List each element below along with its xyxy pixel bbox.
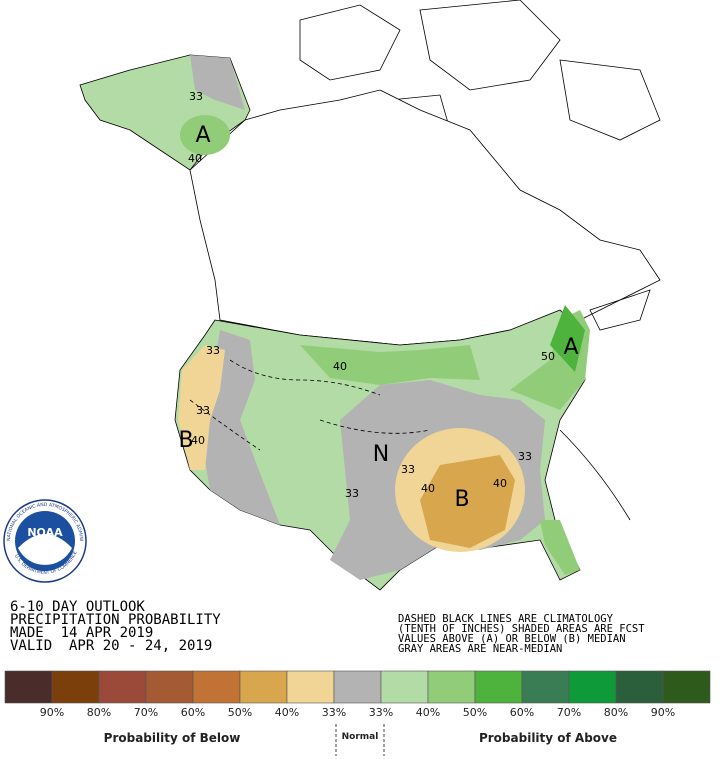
legend-label: 60% <box>181 706 205 719</box>
noaa-logo: NOAA NATIONAL OCEANIC AND ATMOSPHERIC AD… <box>0 0 87 583</box>
legend-label: 80% <box>604 706 628 719</box>
canada <box>189 89 661 346</box>
legend-swatch <box>145 670 194 704</box>
map-label: B <box>178 428 193 453</box>
note-line: DASHED BLACK LINES ARE CLIMATOLOGY <box>398 613 614 625</box>
contour-label: 33 <box>206 344 220 357</box>
contour-label: 40 <box>191 434 205 447</box>
legend-swatch <box>286 670 335 704</box>
near-median-area <box>190 55 245 110</box>
logo-name: NOAA <box>27 526 63 539</box>
map-label: N <box>373 442 389 467</box>
legend-label: 90% <box>651 706 675 719</box>
legend-swatch <box>4 670 53 704</box>
valid-date: VALID APR 20 - 24, 2019 <box>10 638 212 654</box>
legend-label: 33% <box>322 706 346 719</box>
island <box>419 0 561 91</box>
legend-swatch <box>568 670 617 704</box>
island <box>299 4 401 81</box>
climatology-line <box>189 359 431 451</box>
above-area <box>550 305 585 372</box>
legend-label: 80% <box>87 706 111 719</box>
note-line: VALUES ABOVE (A) OR BELOW (B) MEDIAN <box>398 633 626 645</box>
near-median-area <box>205 330 280 525</box>
contour-label: 40 <box>493 477 507 490</box>
legend-swatch <box>239 670 288 704</box>
legend-label: 70% <box>134 706 158 719</box>
outlook-header: 6-10 DAY OUTLOOK PRECIPITATION PROBABILI… <box>10 599 221 654</box>
legend-label: 70% <box>557 706 581 719</box>
legend-label: 60% <box>510 706 534 719</box>
legend-below: Probability of Below <box>104 731 241 745</box>
contour-label: 33 <box>196 404 210 417</box>
notes: DASHED BLACK LINES ARE CLIMATOLOGY(TENTH… <box>398 613 645 655</box>
island <box>559 59 661 141</box>
contour-label: 40 <box>333 360 347 373</box>
legend-label: 33% <box>369 706 393 719</box>
note-line: GRAY AREAS ARE NEAR-MEDIAN <box>398 643 562 655</box>
subtitle: PRECIPITATION PROBABILITY <box>10 612 221 628</box>
legend-swatch <box>521 670 570 704</box>
legend-swatch <box>615 670 664 704</box>
map-label: A <box>563 335 578 360</box>
above-area <box>180 115 230 155</box>
below-area <box>420 455 515 548</box>
legend-swatch <box>51 670 100 704</box>
above-area <box>300 345 480 385</box>
legend-label: 40% <box>275 706 299 719</box>
above-area <box>540 520 580 575</box>
legend: Probability of Below Normal Probability … <box>4 670 711 756</box>
legend-above: Probability of Above <box>479 731 617 745</box>
legend-label: 40% <box>416 706 440 719</box>
map-label: A <box>195 123 210 148</box>
legend-swatch <box>333 670 382 704</box>
map <box>79 0 661 591</box>
map-label: B <box>454 487 469 512</box>
made-date: MADE 14 APR 2019 <box>10 625 153 641</box>
contour-label: 33 <box>518 450 532 463</box>
contour-label: 40 <box>421 482 435 495</box>
legend-swatch <box>427 670 476 704</box>
legend-normal: Normal <box>342 732 379 742</box>
legend-label: 50% <box>228 706 252 719</box>
legend-swatch <box>192 670 241 704</box>
logo-ring-top: NATIONAL OCEANIC AND ATMOSPHERIC ADMINIS… <box>0 0 84 541</box>
legend-swatch <box>662 670 711 704</box>
legend-swatch <box>474 670 523 704</box>
border <box>559 289 651 521</box>
title: 6-10 DAY OUTLOOK <box>10 599 145 615</box>
below-area <box>178 345 225 470</box>
legend-label: 90% <box>40 706 64 719</box>
note-line: (TENTH OF INCHES) SHADED AREAS ARE FCST <box>398 623 645 635</box>
logo-gull <box>18 534 72 565</box>
contour-label: 33 <box>189 90 203 103</box>
legend-swatch <box>98 670 147 704</box>
contour-label: 33 <box>401 463 415 476</box>
legend-swatch <box>380 670 429 704</box>
logo-ring-text: NATIONAL OCEANIC AND ATMOSPHERIC ADMINIS… <box>0 0 84 541</box>
contour-label: 40 <box>188 152 202 165</box>
map-labels: A A B B N 33 40 33 40 33 40 33 40 40 33 33 50 <box>178 90 578 512</box>
contour-label: 50 <box>541 350 555 363</box>
contour-label: 33 <box>345 487 359 500</box>
legend-label: 50% <box>463 706 487 719</box>
